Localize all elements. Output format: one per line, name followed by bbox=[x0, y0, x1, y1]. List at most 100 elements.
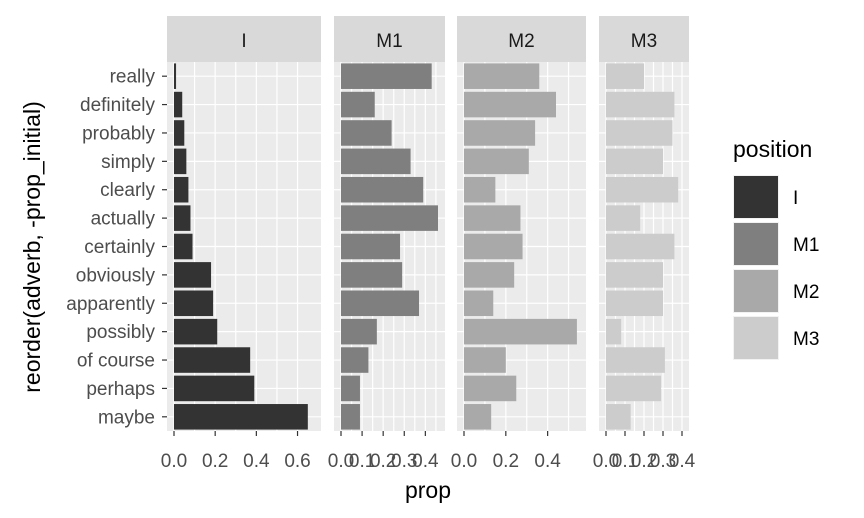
bar-i-certainly bbox=[174, 233, 193, 260]
y-tick-label: possibly bbox=[86, 322, 155, 343]
bar-m1-perhaps bbox=[341, 375, 360, 402]
x-tick-label: 0.4 bbox=[669, 451, 696, 472]
bar-i-definitely bbox=[174, 91, 183, 118]
bar-m1-actually bbox=[341, 205, 438, 231]
legend-label-m3: M3 bbox=[793, 329, 819, 350]
bar-m3-obviously bbox=[606, 262, 663, 288]
x-tick-label: 0.2 bbox=[370, 451, 396, 472]
legend-label-i: I bbox=[793, 188, 798, 209]
bar-m1-apparently bbox=[341, 290, 420, 317]
bar-i-clearly bbox=[174, 176, 189, 203]
y-tick-label: maybe bbox=[98, 407, 155, 428]
y-tick-label: really bbox=[110, 67, 156, 88]
bar-i-obviously bbox=[174, 262, 212, 288]
y-tick-label: perhaps bbox=[86, 379, 155, 400]
legend-key-m1 bbox=[734, 223, 778, 265]
legend-label-m2: M2 bbox=[793, 282, 819, 303]
y-tick-label: certainly bbox=[84, 237, 155, 258]
legend: position I M1 M2 M3 bbox=[733, 136, 819, 360]
y-tick-label: obviously bbox=[76, 265, 156, 286]
bar-m3-maybe bbox=[606, 404, 631, 430]
x-tick-label: 0.0 bbox=[451, 451, 477, 472]
x-tick-label: 0.2 bbox=[202, 451, 228, 472]
y-tick-label: definitely bbox=[80, 95, 155, 116]
bar-m2-apparently bbox=[464, 290, 494, 317]
y-tick-label: of course bbox=[77, 351, 155, 372]
bar-m1-certainly bbox=[341, 233, 401, 260]
facet-strip-label: M3 bbox=[631, 31, 657, 52]
bar-i-of-course bbox=[174, 347, 251, 373]
x-tick-label: 0.0 bbox=[161, 451, 187, 472]
y-axis-title: reorder(adverb, -prop_initial) bbox=[19, 101, 45, 392]
bar-m3-definitely bbox=[606, 91, 675, 118]
x-tick-label: 0.4 bbox=[243, 451, 270, 472]
bar-m3-simply bbox=[606, 148, 663, 175]
bar-i-possibly bbox=[174, 318, 218, 345]
x-tick-label: 0.2 bbox=[493, 451, 519, 472]
x-tick-label: 0.0 bbox=[328, 451, 354, 472]
x-tick-label: 0.0 bbox=[593, 451, 619, 472]
x-tick-label: 0.4 bbox=[534, 451, 561, 472]
bar-m2-obviously bbox=[464, 262, 515, 288]
bar-m3-possibly bbox=[606, 318, 622, 345]
facet-strip-label: I bbox=[241, 31, 246, 52]
bar-m1-definitely bbox=[341, 91, 375, 118]
legend-key-i bbox=[734, 176, 778, 218]
facet-strip bbox=[599, 16, 689, 62]
x-tick-label: 0.6 bbox=[284, 451, 310, 472]
bar-i-actually bbox=[174, 205, 191, 231]
bar-m2-really bbox=[464, 63, 540, 89]
bar-m3-of-course bbox=[606, 347, 665, 373]
bar-i-really bbox=[174, 63, 177, 89]
bar-m2-definitely bbox=[464, 91, 556, 118]
bar-m1-simply bbox=[341, 148, 411, 175]
x-tick-label: 0.1 bbox=[612, 451, 638, 472]
bar-m3-clearly bbox=[606, 176, 679, 203]
bar-i-maybe bbox=[174, 404, 308, 430]
bar-i-perhaps bbox=[174, 375, 255, 402]
bar-m2-possibly bbox=[464, 318, 577, 345]
facet-panel-m3: M3 0.00.10.20.30.4 bbox=[593, 16, 696, 472]
facet-panel-i: I 0.0 0.2 0.4 0.6 bbox=[161, 16, 321, 472]
bar-m2-simply bbox=[464, 148, 529, 175]
y-axis: really definitely probably simply clearly act… bbox=[66, 67, 167, 428]
x-tick-label: 0.3 bbox=[650, 451, 676, 472]
facet-strip-label: M1 bbox=[376, 31, 402, 52]
facet-strip bbox=[334, 16, 445, 62]
x-tick-label: 0.3 bbox=[391, 451, 417, 472]
bar-m1-clearly bbox=[341, 176, 424, 203]
legend-title: position bbox=[733, 136, 812, 162]
bar-m2-clearly bbox=[464, 176, 496, 203]
x-axis-title: prop bbox=[405, 477, 451, 503]
facet-strip bbox=[457, 16, 586, 62]
bar-m1-really bbox=[341, 63, 432, 89]
bar-m3-really bbox=[606, 63, 644, 89]
bar-m3-perhaps bbox=[606, 375, 662, 402]
bar-m2-certainly bbox=[464, 233, 523, 260]
y-tick-label: apparently bbox=[66, 294, 155, 315]
bar-m2-of-course bbox=[464, 347, 506, 373]
bar-i-probably bbox=[174, 120, 185, 146]
bar-i-simply bbox=[174, 148, 187, 175]
y-tick-label: actually bbox=[91, 209, 156, 230]
y-tick-label: probably bbox=[82, 123, 155, 144]
facet-strip-label: M2 bbox=[508, 31, 534, 52]
bar-m2-probably bbox=[464, 120, 536, 146]
bar-m2-maybe bbox=[464, 404, 492, 430]
bar-m1-obviously bbox=[341, 262, 403, 288]
bar-m1-of-course bbox=[341, 347, 369, 373]
bar-m2-perhaps bbox=[464, 375, 517, 402]
bar-m1-maybe bbox=[341, 404, 360, 430]
legend-key-m2 bbox=[734, 270, 778, 312]
x-tick-label: 0.4 bbox=[412, 451, 439, 472]
bar-m2-actually bbox=[464, 205, 521, 231]
bar-m1-possibly bbox=[341, 318, 377, 345]
bar-m1-probably bbox=[341, 120, 392, 146]
x-tick-label: 0.1 bbox=[349, 451, 375, 472]
bar-m3-probably bbox=[606, 120, 673, 146]
bar-m3-actually bbox=[606, 205, 641, 231]
facet-strip bbox=[167, 16, 321, 62]
facet-panel-m2: M2 0.0 0.2 0.4 bbox=[451, 16, 586, 472]
